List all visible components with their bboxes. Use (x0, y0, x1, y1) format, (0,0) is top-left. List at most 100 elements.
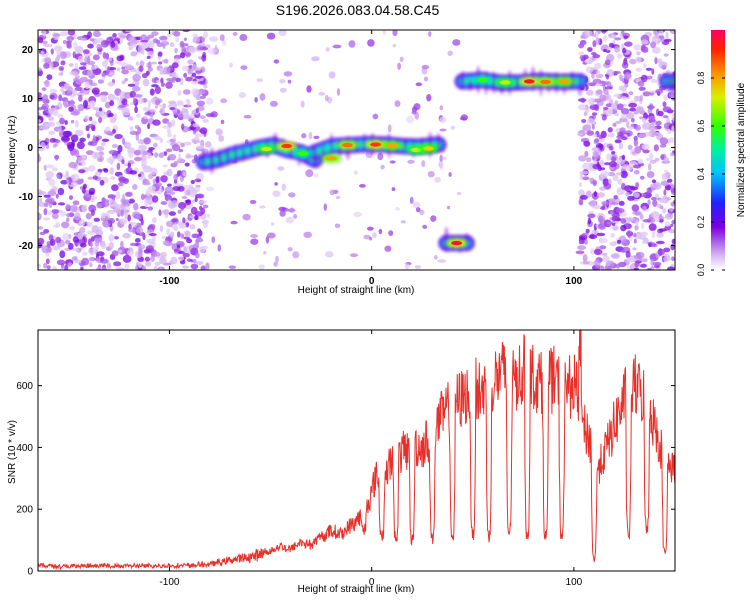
noise-blob (660, 35, 665, 43)
noise-blob (600, 44, 610, 52)
noise-blob (118, 104, 127, 109)
noise-blob (78, 55, 84, 63)
noise-blob (90, 197, 95, 202)
noise-blob (606, 153, 613, 161)
noise-blob (145, 245, 154, 252)
noise-blob (372, 232, 377, 239)
noise-blob (154, 86, 161, 95)
noise-blob (152, 251, 161, 257)
noise-blob (140, 193, 145, 201)
noise-blob (592, 98, 602, 103)
noise-blob (177, 202, 187, 209)
noise-blob (174, 47, 178, 54)
x-tick-label: -100 (159, 276, 179, 287)
noise-blob (51, 209, 59, 214)
noise-blob (176, 101, 184, 107)
noise-blob (613, 70, 621, 75)
noise-blob (131, 39, 140, 44)
noise-blob (111, 184, 119, 192)
noise-blob (140, 150, 147, 156)
colorbar-label: Normalized spectral amplitude (736, 82, 747, 217)
noise-blob (590, 67, 598, 71)
noise-blob (391, 187, 396, 192)
noise-blob (143, 137, 151, 145)
noise-blob (143, 115, 148, 120)
noise-blob (612, 196, 620, 204)
noise-blob (38, 237, 45, 245)
noise-blob (639, 94, 643, 102)
noise-blob (671, 256, 675, 262)
noise-blob (274, 182, 278, 186)
noise-blob (183, 112, 188, 117)
noise-blob (583, 140, 591, 147)
noise-blob (597, 149, 602, 157)
noise-blob (138, 262, 142, 269)
noise-blob (88, 204, 97, 213)
noise-blob (426, 94, 432, 102)
noise-blob (162, 209, 170, 215)
noise-blob (181, 123, 185, 130)
noise-blob (641, 143, 650, 150)
noise-blob (153, 142, 158, 148)
noise-blob (367, 39, 375, 47)
noise-blob (643, 63, 647, 68)
noise-blob (58, 66, 65, 71)
noise-blob (84, 81, 90, 90)
noise-blob (199, 246, 206, 253)
snr-y-axis: 0 200 400 600 (16, 381, 675, 578)
noise-blob (52, 266, 58, 270)
noise-blob (58, 202, 66, 206)
noise-blob (666, 178, 673, 183)
noise-blob (614, 37, 622, 41)
noise-blob (638, 133, 646, 139)
noise-blob (613, 93, 620, 98)
noise-blob (127, 162, 131, 168)
noise-blob (65, 217, 70, 223)
noise-blob (66, 40, 72, 49)
noise-blob (48, 116, 55, 121)
noise-blob (151, 235, 156, 243)
noise-blob (415, 82, 423, 87)
noise-blob (63, 83, 69, 89)
noise-blob (162, 164, 168, 168)
noise-blob (617, 239, 621, 244)
noise-blob (161, 125, 170, 129)
noise-blob (93, 217, 101, 222)
noise-blob (636, 255, 643, 262)
noise-blob (38, 111, 41, 117)
noise-blob (318, 91, 326, 96)
peak-core (341, 142, 353, 148)
noise-blob (158, 209, 162, 216)
noise-blob (642, 49, 649, 53)
noise-blob (78, 66, 87, 70)
noise-blob (57, 187, 65, 196)
noise-blob (615, 207, 625, 214)
ridge-smear (578, 75, 582, 97)
noise-blob (182, 217, 186, 224)
noise-blob (52, 245, 61, 251)
noise-blob (135, 61, 139, 66)
noise-blob (64, 264, 69, 270)
noise-blob (168, 80, 176, 83)
noise-blob (151, 195, 159, 203)
noise-blob (206, 213, 210, 218)
noise-blob (87, 43, 94, 49)
noise-blob (328, 71, 336, 79)
noise-blob (582, 261, 590, 265)
noise-blob (607, 171, 616, 177)
noise-blob (85, 212, 92, 220)
noise-blob (313, 135, 320, 139)
noise-blob (422, 224, 428, 229)
noise-blob (42, 94, 48, 101)
noise-blob (106, 199, 115, 203)
noise-blob (100, 258, 109, 264)
noise-blob (612, 122, 617, 127)
noise-blob (635, 51, 641, 56)
noise-blob (185, 205, 192, 210)
noise-blob (88, 82, 98, 87)
noise-blob (180, 206, 185, 211)
noise-blob (640, 231, 649, 237)
noise-blob (434, 255, 438, 260)
noise-blob (591, 147, 599, 152)
